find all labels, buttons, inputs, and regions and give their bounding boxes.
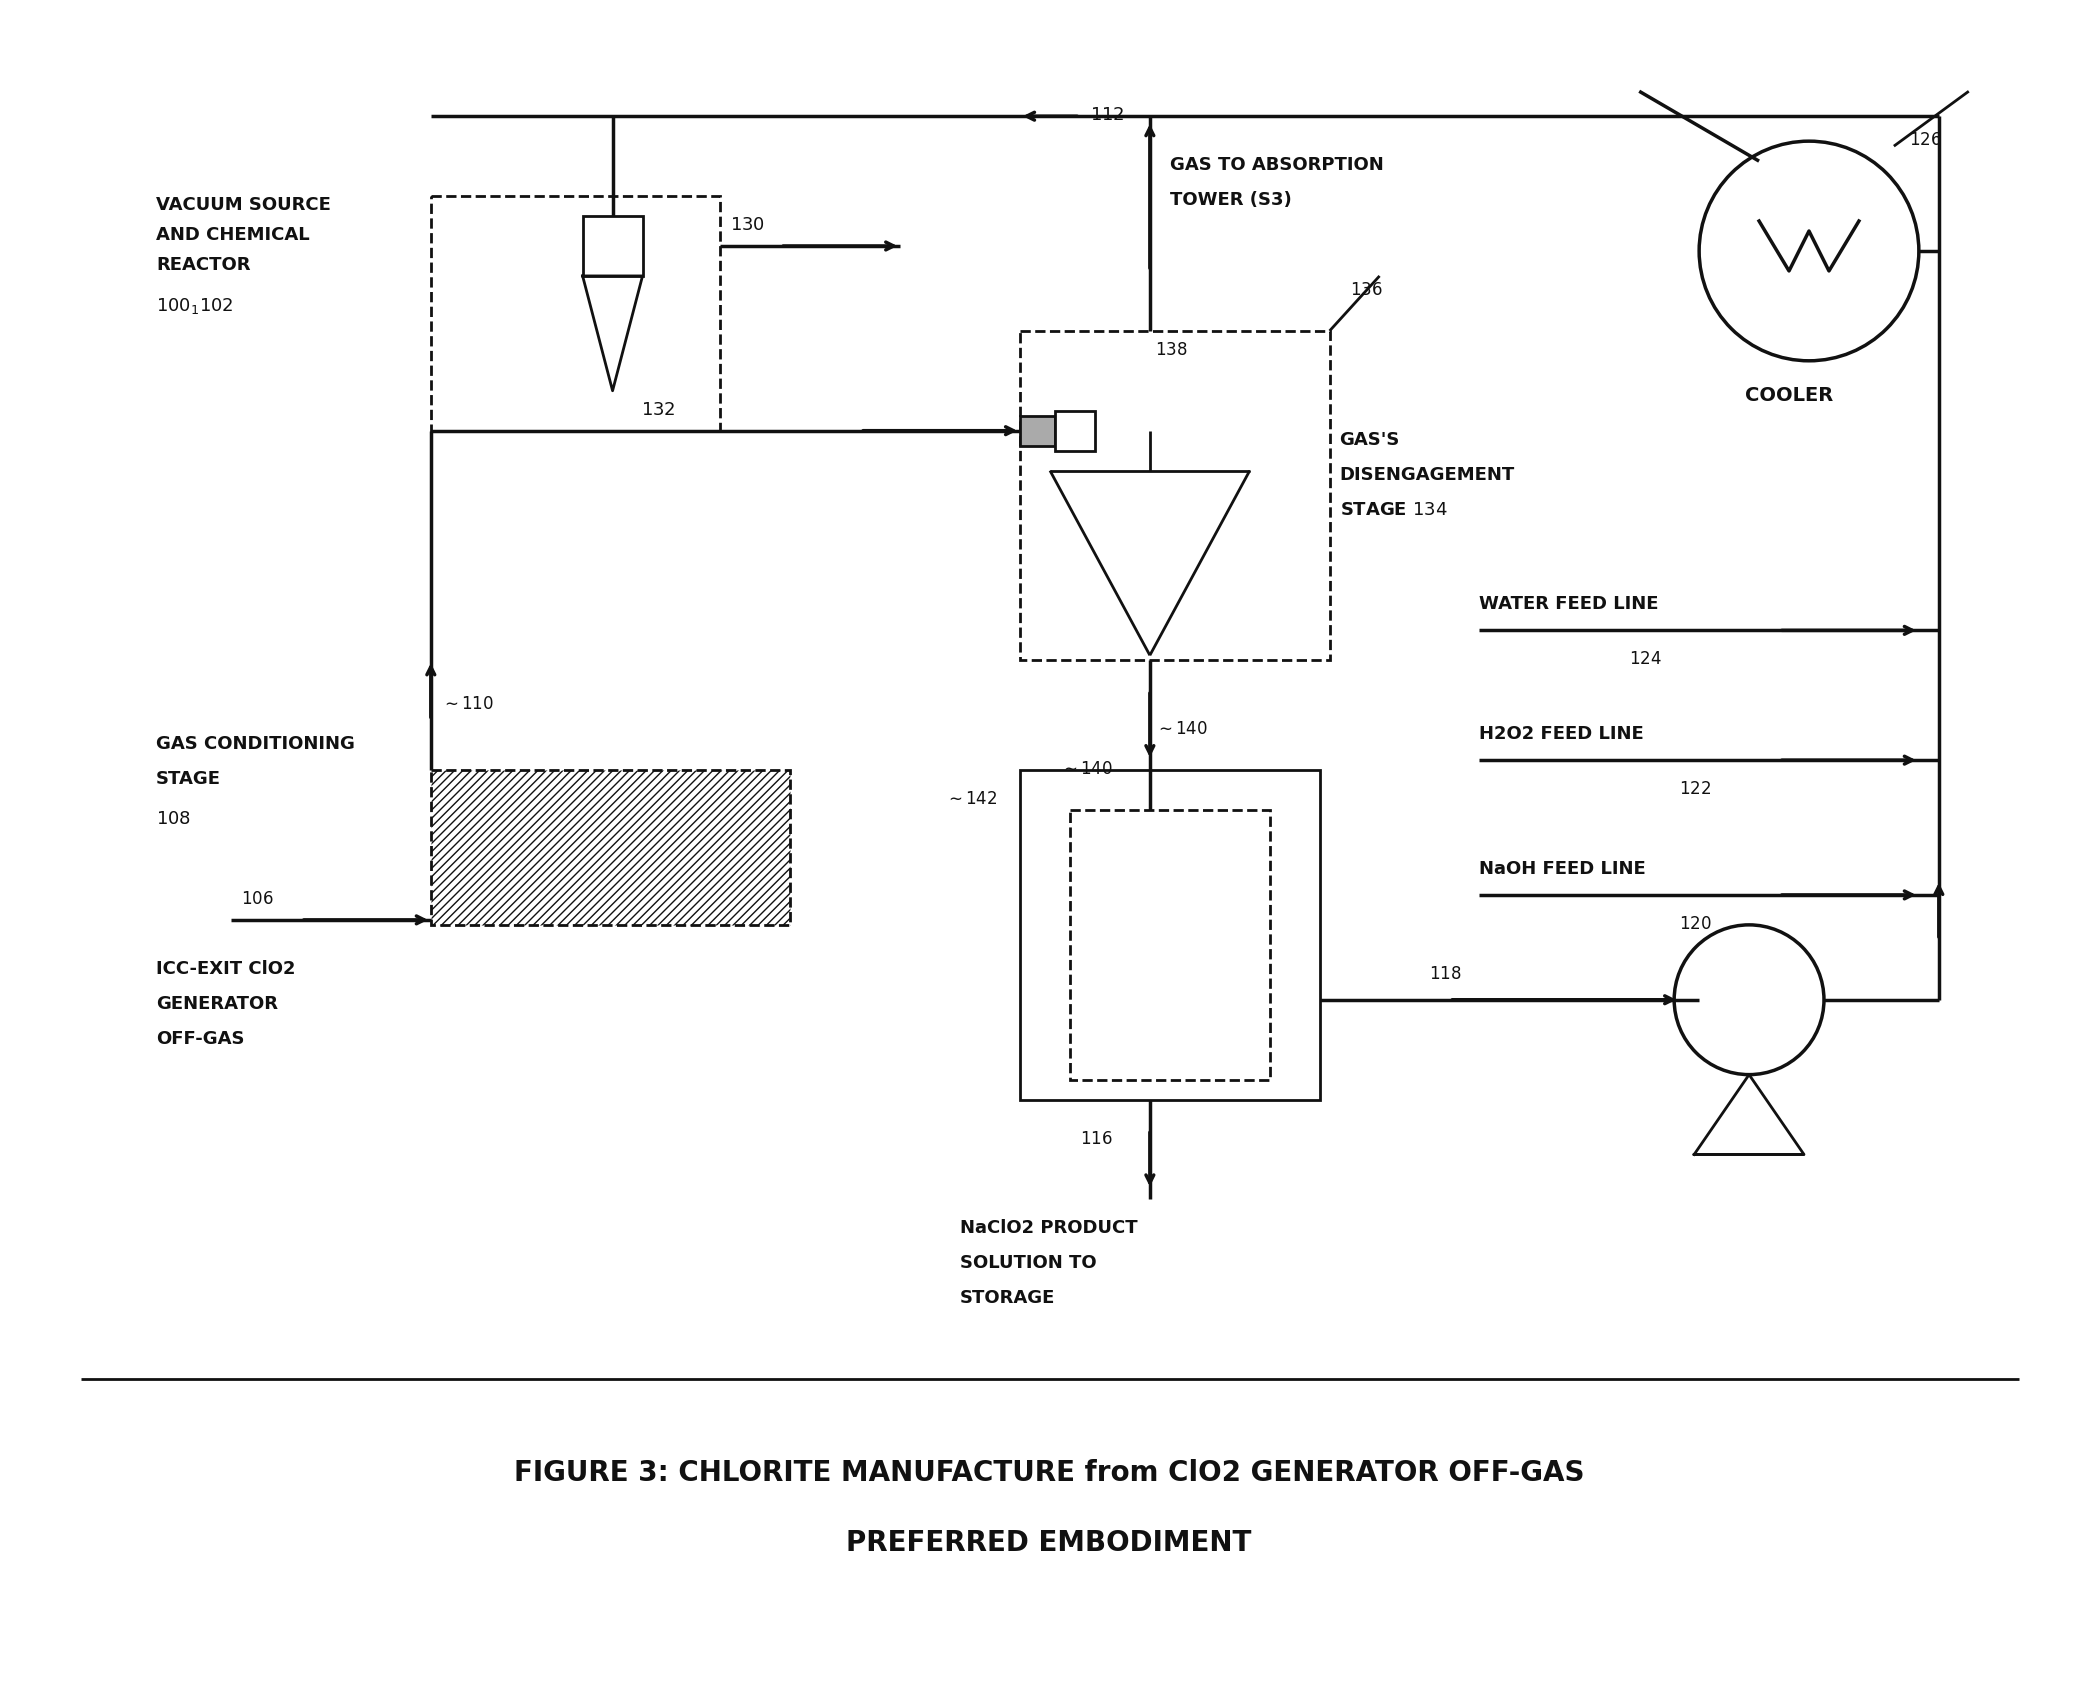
Text: GENERATOR: GENERATOR [155,995,279,1012]
Text: $\mathit{122}$: $\mathit{122}$ [1678,779,1712,798]
Text: $\mathit{\sim 110}$: $\mathit{\sim 110}$ [441,695,493,714]
Text: FIGURE 3: CHLORITE MANUFACTURE from ClO2 GENERATOR OFF-GAS: FIGURE 3: CHLORITE MANUFACTURE from ClO2… [514,1459,1584,1486]
Text: $\mathit{108}$: $\mathit{108}$ [155,810,191,828]
Text: COOLER: COOLER [1746,386,1834,405]
Text: $\mathit{112}$: $\mathit{112}$ [1091,106,1125,125]
Bar [1020,415,1055,445]
Text: GAS'S: GAS'S [1341,430,1399,449]
Text: $\mathit{118}$: $\mathit{118}$ [1429,965,1462,984]
Bar [430,771,791,924]
Text: $\mathit{\sim 140}$: $\mathit{\sim 140}$ [1059,761,1114,778]
Text: GAS TO ABSORPTION: GAS TO ABSORPTION [1171,157,1383,174]
Text: STORAGE: STORAGE [961,1289,1055,1307]
Bar [1020,771,1320,1100]
Text: $\mathit{130}$: $\mathit{130}$ [730,216,766,234]
Text: NaOH FEED LINE: NaOH FEED LINE [1479,860,1647,877]
Bar [1055,410,1095,450]
Text: $\mathit{136}$: $\mathit{136}$ [1349,282,1383,299]
Text: OFF-GAS: OFF-GAS [155,1029,245,1048]
Text: $\mathit{124}$: $\mathit{124}$ [1630,649,1662,668]
Text: WATER FEED LINE: WATER FEED LINE [1479,596,1660,614]
Text: $\mathit{138}$: $\mathit{138}$ [1154,341,1187,359]
Text: $\mathit{\sim 140}$: $\mathit{\sim 140}$ [1154,720,1208,739]
Text: $\mathit{106}$: $\mathit{106}$ [241,891,273,908]
Text: $\mathit{\sim 142}$: $\mathit{\sim 142}$ [944,790,999,808]
Text: $\mathit{100_1 102}$: $\mathit{100_1 102}$ [155,295,233,315]
Bar [1070,810,1269,1080]
Text: GAS CONDITIONING: GAS CONDITIONING [155,736,355,752]
Text: TOWER (S3): TOWER (S3) [1171,191,1292,209]
Text: $\mathit{116}$: $\mathit{116}$ [1080,1130,1112,1147]
Bar [583,216,642,277]
Text: NaClO2 PRODUCT: NaClO2 PRODUCT [961,1220,1137,1237]
Text: REACTOR: REACTOR [155,256,250,273]
Text: H2O2 FEED LINE: H2O2 FEED LINE [1479,725,1645,744]
Text: ICC-EXIT ClO2: ICC-EXIT ClO2 [155,960,296,978]
Text: PREFERRED EMBODIMENT: PREFERRED EMBODIMENT [845,1528,1253,1557]
Text: STAGE $\mathit{134}$: STAGE $\mathit{134}$ [1341,501,1448,518]
Text: AND CHEMICAL: AND CHEMICAL [155,226,311,245]
Text: VACUUM SOURCE: VACUUM SOURCE [155,196,331,214]
Text: SOLUTION TO: SOLUTION TO [961,1255,1097,1272]
Text: DISENGAGEMENT: DISENGAGEMENT [1341,466,1515,484]
Text: STAGE: STAGE [155,771,220,788]
Text: $\mathit{120}$: $\mathit{120}$ [1678,914,1712,933]
Text: $\mathit{126}$: $\mathit{126}$ [1909,132,1941,148]
Bar [430,196,720,430]
Bar [1020,331,1330,660]
Text: $\mathit{132}$: $\mathit{132}$ [640,402,676,418]
